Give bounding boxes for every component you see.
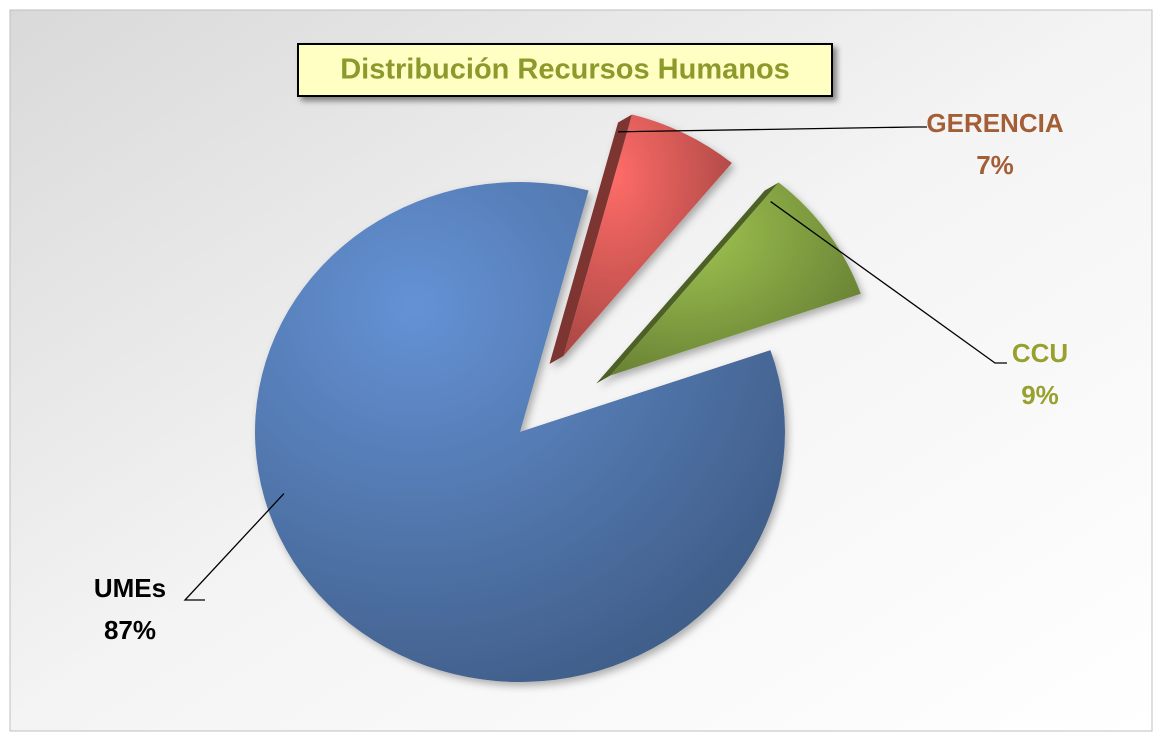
data-label-name: CCU — [1012, 338, 1068, 368]
pie — [255, 114, 861, 682]
pie-slice — [255, 181, 786, 682]
data-label-name: GERENCIA — [926, 108, 1063, 138]
slice-side — [549, 114, 633, 364]
pie-slice — [610, 182, 861, 376]
data-label-value: 9% — [1021, 380, 1059, 410]
slice-side — [596, 182, 779, 384]
leader-line — [770, 201, 1007, 364]
data-label-value: 87% — [104, 615, 156, 645]
chart-title: Distribución Recursos Humanos — [340, 54, 790, 86]
data-label-name: UMEs — [94, 573, 166, 603]
leader-line — [618, 126, 927, 133]
leader-line — [183, 493, 285, 601]
data-label-value: 7% — [976, 150, 1014, 180]
pie-slice — [563, 114, 732, 356]
title-box — [297, 43, 833, 97]
